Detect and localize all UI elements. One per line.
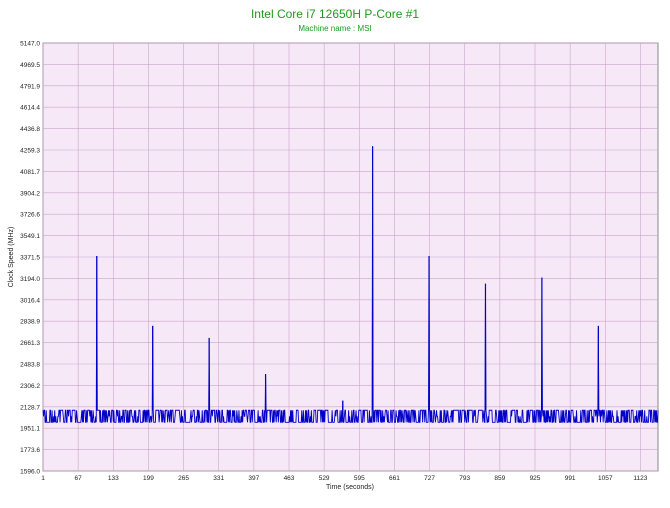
y-tick-label: 4259.3	[20, 147, 40, 154]
x-tick-label: 859	[494, 475, 505, 482]
y-tick-label: 1773.6	[20, 447, 40, 454]
y-tick-label: 5147.0	[20, 41, 40, 48]
y-tick-label: 3904.2	[20, 190, 40, 197]
y-tick-label: 4081.7	[20, 169, 40, 176]
y-tick-label: 2306.2	[20, 383, 40, 390]
y-tick-label: 1951.1	[20, 426, 40, 433]
y-tick-label: 4969.5	[20, 62, 40, 69]
y-tick-label: 3194.0	[20, 276, 40, 283]
y-tick-label: 2128.7	[20, 404, 40, 411]
x-tick-label: 133	[108, 475, 119, 482]
x-tick-label: 199	[143, 475, 154, 482]
grid-layer	[42, 42, 658, 472]
y-tick-label: 4436.8	[20, 126, 40, 133]
y-tick-label: 2838.9	[20, 319, 40, 326]
x-tick-label: 397	[248, 475, 259, 482]
x-tick-label: 1057	[598, 475, 613, 482]
x-axis-label: Time (seconds)	[326, 484, 374, 491]
y-tick-label: 3371.5	[20, 255, 40, 262]
y-tick-label: 2483.8	[20, 361, 40, 368]
x-tick-label: 991	[565, 475, 576, 482]
x-tick-label: 463	[284, 475, 295, 482]
x-tick-label: 265	[178, 475, 189, 482]
x-tick-label: 67	[75, 475, 83, 482]
y-tick-label: 4791.9	[20, 83, 40, 90]
tick-layer: 1596.0 1773.6 1951.1 2128.7 2306.2 2483.8 2661…	[20, 41, 648, 483]
clock-speed-series-line	[42, 146, 659, 423]
x-tick-label: 793	[459, 475, 470, 482]
y-axis-label: Clock Speed (MHz)	[8, 227, 15, 288]
chart-title: Intel Core i7 12650H P-Core #1	[251, 7, 419, 21]
y-tick-label: 2661.3	[20, 340, 40, 347]
x-tick-label: 529	[319, 475, 330, 482]
x-tick-label: 925	[530, 475, 541, 482]
x-tick-label: 1	[41, 475, 45, 482]
x-tick-label: 331	[213, 475, 224, 482]
y-tick-label: 1596.0	[20, 469, 40, 476]
y-tick-label: 3726.6	[20, 212, 40, 219]
x-tick-label: 661	[389, 475, 400, 482]
series-layer	[42, 146, 659, 423]
x-tick-label: 595	[354, 475, 365, 482]
x-tick-label: 727	[424, 475, 435, 482]
x-tick-label: 1123	[633, 475, 647, 482]
y-tick-label: 3549.1	[20, 233, 40, 240]
chart-subtitle: Machine name : MSI	[298, 24, 371, 33]
y-tick-label: 4614.4	[20, 105, 40, 112]
y-tick-label: 3016.4	[20, 297, 40, 304]
